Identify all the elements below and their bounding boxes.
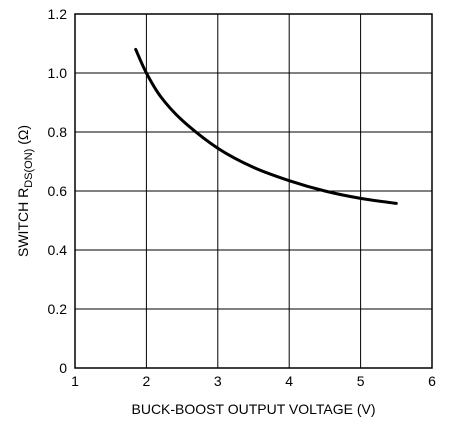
x-tick-labels: 1 2 3 4 5 6 [71,373,436,389]
y-tick-label: 0.6 [48,183,68,199]
y-axis-title: SWITCH RDS(ON) (Ω) [15,125,35,257]
y-tick-label: 1.0 [48,65,68,81]
y-axis-title-subscript: DS(ON) [23,149,35,188]
x-tick-label: 1 [71,373,79,389]
y-axis-title-suffix: (Ω) [15,125,31,149]
x-tick-label: 5 [357,373,365,389]
series-layer [134,47,398,205]
x-axis-title: BUCK-BOOST OUTPUT VOLTAGE (V) [132,401,376,417]
y-tick-label: 0 [59,360,67,376]
x-tick-label: 3 [214,373,222,389]
y-axis-title-prefix: SWITCH R [15,188,31,257]
x-tick-label: 2 [143,373,151,389]
y-tick-labels: 0 0.2 0.4 0.6 0.8 1.0 1.2 [48,6,68,376]
x-tick-label: 4 [285,373,293,389]
y-tick-label: 0.4 [48,242,68,258]
grid-lines [75,14,432,368]
y-tick-label: 0.8 [48,124,68,140]
series-line [134,47,398,205]
y-tick-label: 1.2 [48,6,68,22]
y-tick-label: 0.2 [48,301,68,317]
plot-frame [74,13,433,369]
x-tick-label: 6 [428,373,436,389]
